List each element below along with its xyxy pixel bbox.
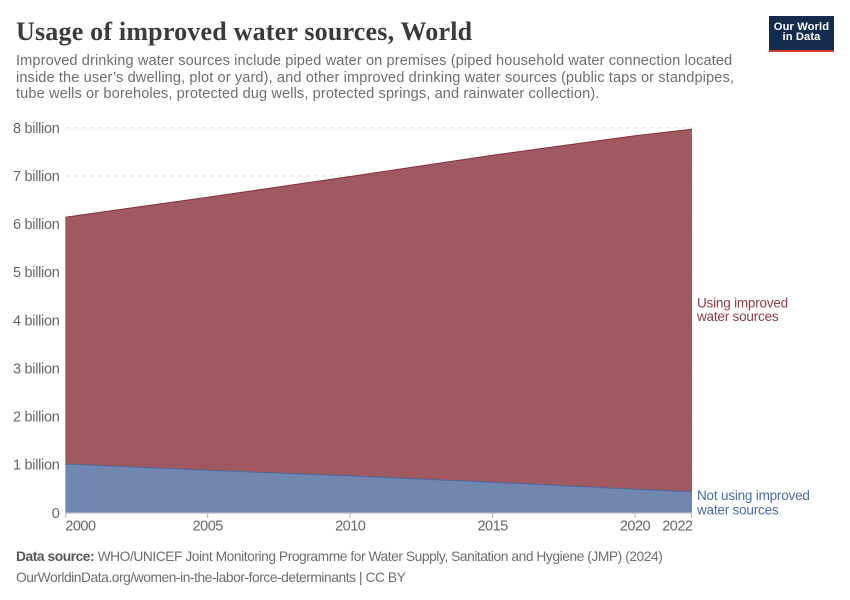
svg-text:2000: 2000 [65,519,96,535]
svg-text:7 billion: 7 billion [13,169,60,185]
svg-text:4 billion: 4 billion [13,313,60,329]
svg-text:5 billion: 5 billion [13,265,60,281]
svg-text:6 billion: 6 billion [13,217,60,233]
svg-text:2020: 2020 [620,519,651,535]
svg-text:2 billion: 2 billion [13,410,60,426]
svg-text:3 billion: 3 billion [13,361,60,377]
svg-text:2022: 2022 [662,519,693,535]
svg-text:8 billion: 8 billion [13,121,60,137]
svg-text:2010: 2010 [335,519,366,535]
svg-text:1 billion: 1 billion [13,458,60,474]
svg-text:2015: 2015 [477,519,508,535]
svg-text:2005: 2005 [193,519,224,535]
svg-text:0: 0 [52,506,60,522]
